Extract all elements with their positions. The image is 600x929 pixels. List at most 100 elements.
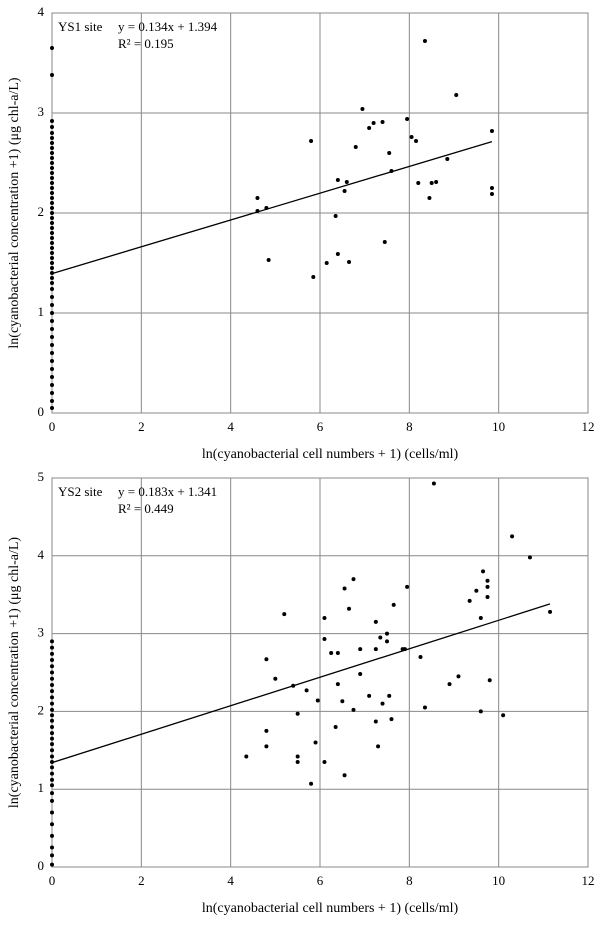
point bbox=[335, 651, 340, 656]
point bbox=[50, 798, 54, 803]
point bbox=[501, 713, 506, 718]
x-tick-label: 12 bbox=[582, 419, 595, 434]
point bbox=[402, 647, 407, 652]
point bbox=[50, 221, 54, 225]
point bbox=[360, 107, 365, 111]
point bbox=[295, 754, 300, 759]
point bbox=[50, 822, 54, 827]
x-tick-label: 12 bbox=[582, 873, 595, 888]
point bbox=[478, 616, 483, 621]
point bbox=[335, 682, 340, 687]
point bbox=[391, 602, 396, 607]
point bbox=[50, 241, 54, 245]
point bbox=[244, 754, 249, 759]
point bbox=[347, 606, 352, 611]
point bbox=[255, 209, 260, 213]
point bbox=[50, 236, 54, 240]
point bbox=[50, 810, 54, 815]
point bbox=[50, 731, 54, 736]
point bbox=[387, 693, 392, 698]
point bbox=[335, 178, 340, 182]
y-tick-label: 1 bbox=[38, 780, 45, 795]
x-tick-label: 6 bbox=[317, 419, 324, 434]
point bbox=[378, 635, 383, 640]
point bbox=[387, 151, 392, 155]
point bbox=[255, 196, 260, 200]
point bbox=[351, 577, 356, 582]
annotation: y = 0.134x + 1.394 bbox=[118, 19, 218, 34]
point bbox=[50, 759, 54, 764]
x-tick-label: 4 bbox=[227, 873, 234, 888]
point bbox=[416, 181, 421, 185]
point bbox=[50, 156, 54, 160]
point bbox=[373, 647, 378, 652]
point bbox=[50, 251, 54, 255]
annotation: R² = 0.195 bbox=[118, 36, 174, 51]
point bbox=[50, 695, 54, 700]
point bbox=[50, 119, 54, 123]
point bbox=[335, 252, 340, 256]
y-tick-label: 2 bbox=[38, 204, 45, 219]
point bbox=[50, 295, 54, 299]
point bbox=[50, 658, 54, 663]
point bbox=[50, 287, 54, 291]
point bbox=[50, 713, 54, 718]
point bbox=[264, 744, 269, 749]
point bbox=[487, 678, 492, 683]
point bbox=[405, 584, 410, 589]
x-axis-label: ln(cyanobacterial cell numbers + 1) (cel… bbox=[202, 901, 459, 916]
point bbox=[50, 359, 54, 363]
point bbox=[333, 724, 338, 729]
point bbox=[489, 192, 494, 196]
x-tick-label: 4 bbox=[227, 419, 234, 434]
point bbox=[313, 740, 318, 745]
y-tick-label: 1 bbox=[38, 304, 45, 319]
point bbox=[371, 121, 376, 125]
point bbox=[50, 664, 54, 669]
point bbox=[353, 145, 358, 149]
point bbox=[50, 161, 54, 165]
point bbox=[282, 612, 287, 617]
point bbox=[376, 744, 381, 749]
point bbox=[358, 672, 363, 677]
point bbox=[50, 701, 54, 706]
point bbox=[50, 742, 54, 747]
point bbox=[447, 682, 452, 687]
point bbox=[50, 191, 54, 195]
point bbox=[50, 707, 54, 712]
point bbox=[333, 214, 338, 218]
x-tick-label: 0 bbox=[49, 873, 56, 888]
point bbox=[50, 146, 54, 150]
point bbox=[264, 728, 269, 733]
point bbox=[342, 586, 347, 591]
annotation: YS2 site bbox=[58, 484, 103, 499]
point bbox=[380, 701, 385, 706]
point bbox=[50, 46, 54, 50]
point bbox=[478, 709, 483, 714]
point bbox=[50, 141, 54, 145]
point bbox=[304, 688, 309, 693]
point bbox=[311, 275, 316, 279]
x-tick-label: 0 bbox=[49, 419, 56, 434]
point bbox=[50, 343, 54, 347]
point bbox=[50, 319, 54, 323]
point bbox=[50, 391, 54, 395]
point bbox=[385, 639, 389, 644]
point bbox=[358, 647, 363, 652]
point bbox=[50, 748, 54, 753]
point bbox=[50, 399, 54, 403]
point bbox=[264, 657, 269, 662]
x-tick-label: 8 bbox=[406, 873, 413, 888]
point bbox=[50, 862, 54, 867]
y-tick-label: 0 bbox=[38, 858, 45, 873]
point bbox=[510, 534, 515, 539]
point bbox=[322, 616, 327, 621]
point bbox=[485, 595, 490, 600]
point bbox=[322, 637, 327, 642]
x-tick-label: 6 bbox=[317, 873, 324, 888]
point bbox=[50, 676, 54, 681]
point bbox=[50, 231, 54, 235]
point bbox=[50, 718, 54, 723]
point bbox=[50, 383, 54, 387]
